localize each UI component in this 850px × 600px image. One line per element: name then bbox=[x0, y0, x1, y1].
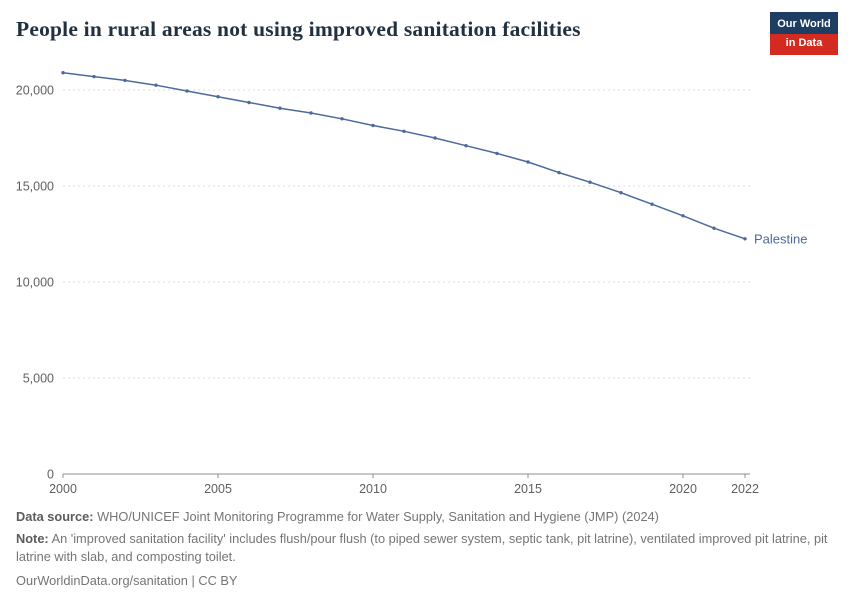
data-point[interactable] bbox=[371, 123, 375, 128]
x-tick-label: 2015 bbox=[514, 482, 542, 496]
owid-logo[interactable]: Our World in Data bbox=[770, 12, 838, 55]
x-tick-label: 2022 bbox=[731, 482, 759, 496]
chart-header: People in rural areas not using improved… bbox=[0, 0, 850, 58]
y-tick-label: 10,000 bbox=[16, 276, 54, 290]
data-point[interactable] bbox=[247, 100, 251, 105]
data-source-line: Data source: WHO/UNICEF Joint Monitoring… bbox=[16, 508, 834, 526]
data-point[interactable] bbox=[309, 111, 313, 115]
data-point[interactable] bbox=[402, 129, 406, 133]
x-tick-label: 2020 bbox=[669, 482, 697, 496]
owid-logo-line2: in Data bbox=[770, 34, 838, 55]
data-point[interactable] bbox=[216, 95, 220, 99]
note-text: An 'improved sanitation facility' includ… bbox=[16, 531, 828, 565]
x-tick-label: 2005 bbox=[204, 482, 232, 496]
data-point[interactable] bbox=[123, 78, 127, 83]
data-point[interactable] bbox=[278, 106, 282, 110]
data-point[interactable] bbox=[495, 151, 499, 156]
data-point[interactable] bbox=[185, 89, 189, 93]
y-tick-label: 5,000 bbox=[23, 372, 54, 386]
note-line: Note: An 'improved sanitation facility' … bbox=[16, 530, 834, 566]
data-point[interactable] bbox=[61, 71, 65, 75]
x-tick-label: 2010 bbox=[359, 482, 387, 496]
y-tick-label: 20,000 bbox=[16, 84, 54, 98]
line-chart[interactable]: 0 5,000 10,000 15,000 20,000 2000 2005 2010 2015… bbox=[0, 60, 850, 505]
data-point[interactable] bbox=[557, 170, 561, 175]
data-point[interactable] bbox=[340, 117, 344, 121]
chart-footer: Data source: WHO/UNICEF Joint Monitoring… bbox=[16, 508, 834, 595]
citation-link[interactable]: OurWorldinData.org/sanitation | CC BY bbox=[16, 573, 238, 589]
data-source-label: Data source: bbox=[16, 509, 94, 524]
data-point[interactable] bbox=[681, 214, 685, 218]
data-point[interactable] bbox=[650, 202, 654, 206]
series-end-label: Palestine bbox=[754, 231, 807, 246]
y-tick-label: 0 bbox=[47, 468, 54, 482]
owid-logo-line1: Our World bbox=[770, 12, 838, 34]
data-source-text: WHO/UNICEF Joint Monitoring Programme fo… bbox=[97, 509, 659, 524]
x-tick-label: 2000 bbox=[49, 482, 77, 496]
series-line[interactable] bbox=[62, 71, 746, 240]
data-point[interactable] bbox=[433, 136, 437, 140]
chart-title: People in rural areas not using improved… bbox=[16, 17, 581, 41]
data-point[interactable] bbox=[712, 226, 716, 230]
data-point[interactable] bbox=[526, 160, 530, 164]
data-point[interactable] bbox=[619, 191, 623, 195]
data-point[interactable] bbox=[743, 237, 747, 241]
y-tick-label: 15,000 bbox=[16, 180, 54, 194]
data-point[interactable] bbox=[464, 144, 468, 148]
data-point[interactable] bbox=[92, 74, 96, 79]
note-label: Note: bbox=[16, 531, 49, 547]
data-point[interactable] bbox=[154, 83, 158, 87]
data-point[interactable] bbox=[588, 180, 592, 184]
